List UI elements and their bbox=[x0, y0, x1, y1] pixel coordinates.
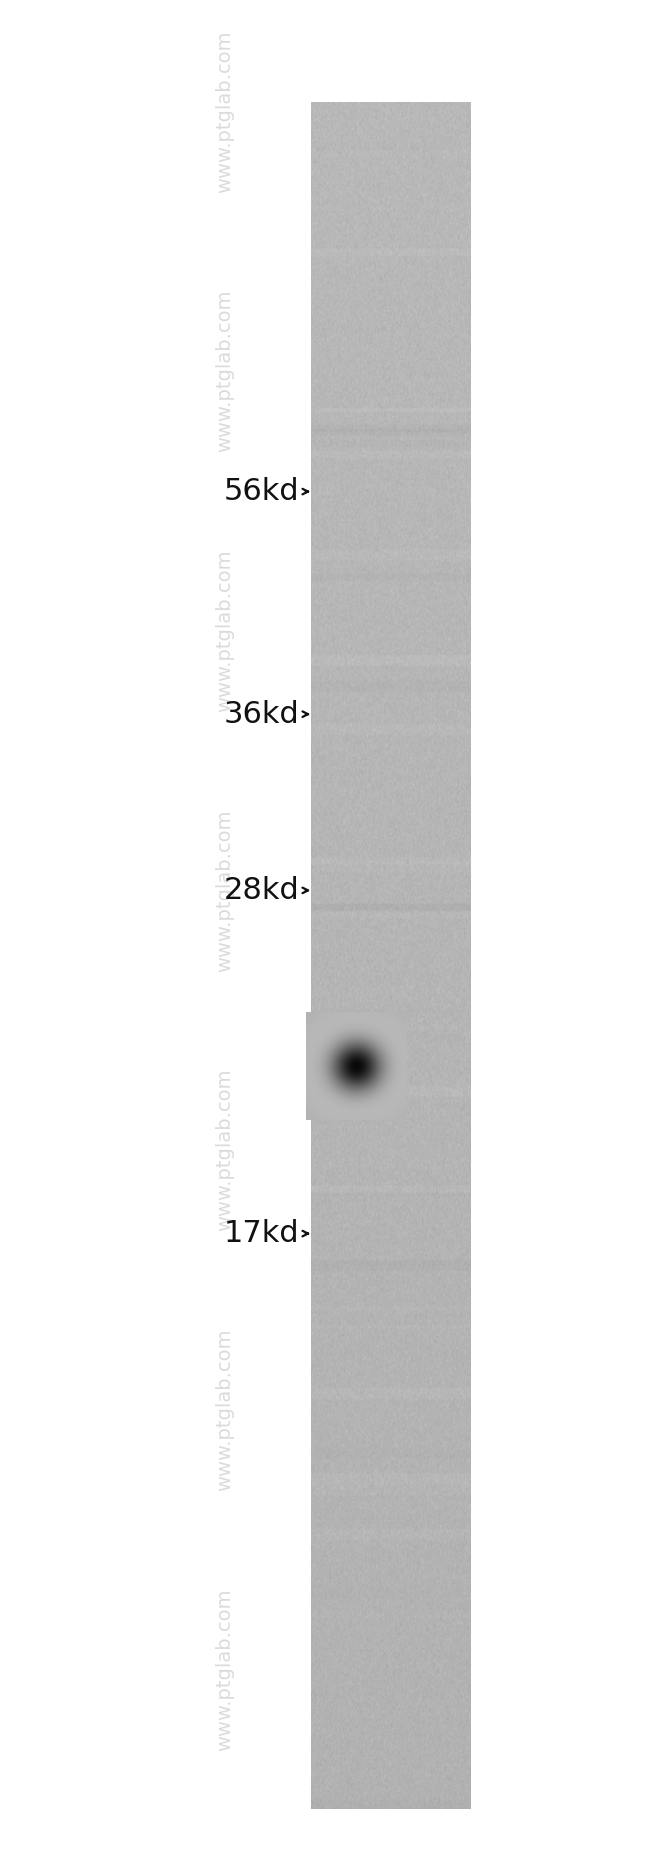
Text: www.ptglab.com: www.ptglab.com bbox=[214, 30, 234, 193]
Text: www.ptglab.com: www.ptglab.com bbox=[214, 1328, 234, 1491]
Text: 36kd: 36kd bbox=[224, 699, 300, 729]
Text: www.ptglab.com: www.ptglab.com bbox=[214, 549, 234, 712]
Text: www.ptglab.com: www.ptglab.com bbox=[214, 809, 234, 972]
Text: www.ptglab.com: www.ptglab.com bbox=[214, 289, 234, 453]
Text: 17kd: 17kd bbox=[224, 1219, 300, 1248]
Text: www.ptglab.com: www.ptglab.com bbox=[214, 1588, 234, 1751]
Text: www.ptglab.com: www.ptglab.com bbox=[214, 1068, 234, 1232]
Text: 56kd: 56kd bbox=[224, 477, 300, 506]
Text: 28kd: 28kd bbox=[224, 876, 300, 905]
